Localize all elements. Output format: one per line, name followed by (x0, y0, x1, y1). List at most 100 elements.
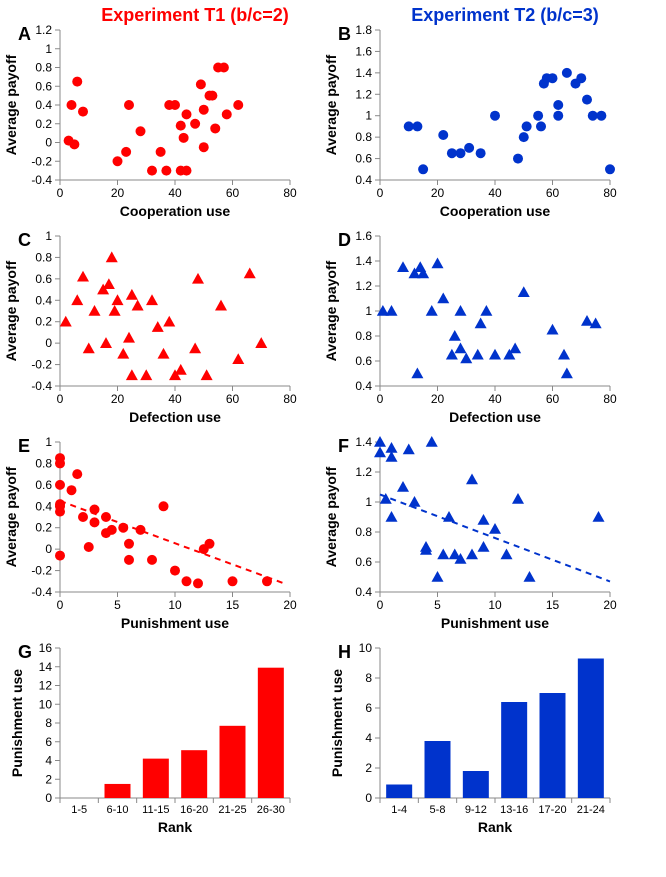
panel-f: F051015200.40.60.811.21.4Punishment useA… (380, 442, 666, 652)
svg-text:20: 20 (111, 392, 125, 406)
svg-text:26-30: 26-30 (257, 804, 285, 816)
svg-text:0.2: 0.2 (35, 315, 52, 329)
svg-text:5-8: 5-8 (430, 804, 446, 816)
column-title-right: Experiment T2 (b/c=3) (370, 5, 640, 26)
svg-text:Average payoff: Average payoff (3, 54, 19, 155)
svg-text:0.6: 0.6 (35, 272, 52, 286)
svg-text:0: 0 (57, 598, 64, 612)
panel-label-a: A (18, 24, 31, 45)
svg-text:0.6: 0.6 (355, 152, 372, 166)
svg-text:8: 8 (45, 716, 52, 730)
svg-text:0.6: 0.6 (355, 354, 372, 368)
svg-text:1: 1 (365, 304, 372, 318)
svg-text:0.4: 0.4 (355, 379, 372, 393)
svg-text:60: 60 (226, 186, 240, 200)
panel-h: H02468101-45-89-1213-1617-2021-24RankPun… (380, 648, 666, 858)
chart-d: 0204060800.40.60.811.21.41.6Defection us… (380, 236, 612, 388)
panel-g: G02468101214161-56-1011-1516-2021-2526-3… (60, 648, 350, 858)
svg-text:1: 1 (365, 495, 372, 509)
svg-text:12: 12 (39, 679, 53, 693)
svg-text:20: 20 (431, 392, 445, 406)
svg-text:5: 5 (114, 598, 121, 612)
svg-text:-0.2: -0.2 (31, 358, 52, 372)
svg-text:16: 16 (39, 641, 53, 655)
panel-label-c: C (18, 230, 31, 251)
svg-text:0: 0 (45, 136, 52, 150)
svg-text:0: 0 (45, 542, 52, 556)
chart-a: 020406080-0.4-0.200.20.40.60.811.2Cooper… (60, 30, 292, 182)
svg-text:80: 80 (283, 186, 297, 200)
svg-text:4: 4 (45, 754, 52, 768)
svg-text:Rank: Rank (478, 819, 512, 835)
svg-text:0: 0 (377, 598, 384, 612)
svg-text:Average payoff: Average payoff (3, 466, 19, 567)
svg-text:40: 40 (488, 392, 502, 406)
svg-text:2: 2 (365, 761, 372, 775)
svg-text:1.6: 1.6 (355, 44, 372, 58)
svg-text:60: 60 (546, 392, 560, 406)
svg-text:Average payoff: Average payoff (323, 466, 339, 567)
panel-label-d: D (338, 230, 351, 251)
svg-text:0.8: 0.8 (355, 329, 372, 343)
svg-text:1: 1 (45, 42, 52, 56)
chart-f: 051015200.40.60.811.21.4Punishment useAv… (380, 442, 612, 594)
svg-text:Punishment use: Punishment use (9, 669, 25, 777)
svg-text:Punishment use: Punishment use (121, 615, 229, 631)
svg-text:0.4: 0.4 (35, 499, 52, 513)
svg-text:0: 0 (45, 791, 52, 805)
svg-text:0.8: 0.8 (35, 61, 52, 75)
svg-text:Average payoff: Average payoff (323, 54, 339, 155)
svg-text:11-15: 11-15 (142, 804, 169, 816)
svg-text:1.2: 1.2 (355, 87, 372, 101)
panel-e: E05101520-0.4-0.200.20.40.60.81Punishmen… (60, 442, 350, 652)
svg-text:1.2: 1.2 (355, 465, 372, 479)
svg-text:40: 40 (168, 392, 182, 406)
panel-b: B0204060800.40.60.811.21.41.61.8Cooperat… (380, 30, 666, 240)
svg-text:20: 20 (431, 186, 445, 200)
svg-text:1.6: 1.6 (355, 229, 372, 243)
svg-text:9-12: 9-12 (465, 804, 487, 816)
chart-e: 05101520-0.4-0.200.20.40.60.81Punishment… (60, 442, 292, 594)
svg-text:1-5: 1-5 (71, 804, 87, 816)
svg-text:0.6: 0.6 (35, 79, 52, 93)
svg-text:Cooperation use: Cooperation use (120, 203, 231, 219)
svg-text:6: 6 (365, 701, 372, 715)
svg-text:1.4: 1.4 (355, 254, 372, 268)
svg-text:5: 5 (434, 598, 441, 612)
svg-text:80: 80 (283, 392, 297, 406)
chart-c: 020406080-0.4-0.200.20.40.60.81Defection… (60, 236, 292, 388)
panel-a: A020406080-0.4-0.200.20.40.60.811.2Coope… (60, 30, 350, 240)
svg-text:0.8: 0.8 (355, 130, 372, 144)
svg-text:1.8: 1.8 (355, 23, 372, 37)
svg-text:20: 20 (111, 186, 125, 200)
svg-text:0.2: 0.2 (35, 521, 52, 535)
svg-text:0.4: 0.4 (355, 585, 372, 599)
svg-text:6-10: 6-10 (106, 804, 128, 816)
svg-text:0: 0 (57, 186, 64, 200)
svg-text:10: 10 (168, 598, 182, 612)
svg-text:Cooperation use: Cooperation use (440, 203, 551, 219)
svg-text:21-25: 21-25 (218, 804, 246, 816)
svg-text:8: 8 (365, 671, 372, 685)
panel-label-h: H (338, 642, 351, 663)
svg-text:-0.2: -0.2 (31, 564, 52, 578)
svg-text:10: 10 (359, 641, 373, 655)
svg-text:1.4: 1.4 (355, 66, 372, 80)
svg-text:2: 2 (45, 772, 52, 786)
svg-text:15: 15 (226, 598, 240, 612)
svg-text:0: 0 (377, 186, 384, 200)
svg-text:-0.4: -0.4 (31, 585, 52, 599)
svg-text:0.6: 0.6 (355, 555, 372, 569)
svg-text:Defection use: Defection use (129, 409, 221, 425)
svg-text:0: 0 (57, 392, 64, 406)
svg-text:0: 0 (365, 791, 372, 805)
svg-text:80: 80 (603, 392, 617, 406)
svg-text:1.2: 1.2 (355, 279, 372, 293)
svg-text:0: 0 (377, 392, 384, 406)
svg-text:0.2: 0.2 (35, 117, 52, 131)
svg-text:1: 1 (45, 435, 52, 449)
svg-text:0.8: 0.8 (35, 250, 52, 264)
panel-label-e: E (18, 436, 30, 457)
svg-text:80: 80 (603, 186, 617, 200)
svg-text:0.6: 0.6 (35, 478, 52, 492)
